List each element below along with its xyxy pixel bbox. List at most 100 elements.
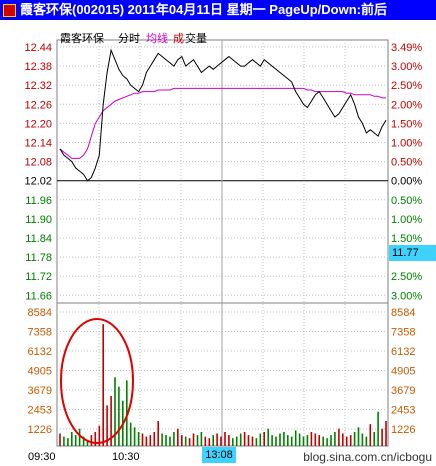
- price-tick-label: 12.26: [24, 99, 52, 111]
- title-text: 霞客环保(002015) 2011年04月11日 星期一 PageUp/Down…: [20, 2, 388, 17]
- title-bar: 霞客环保(002015) 2011年04月11日 星期一 PageUp/Down…: [0, 0, 436, 20]
- volume-bar: [173, 432, 175, 446]
- volume-bar: [342, 433, 344, 446]
- volume-bar: [63, 436, 65, 446]
- percent-tick-label: 1.50%: [391, 118, 422, 130]
- volume-bar: [310, 432, 313, 446]
- volume-bar: [298, 433, 301, 446]
- volume-tick-label-right: 7358: [391, 327, 415, 339]
- volume-bar: [263, 432, 265, 446]
- volume-bar: [255, 438, 258, 446]
- intraday-chart[interactable]: 12.44 12.38 12.32 12.26 12.20 12.14 12.08 12.02…: [0, 20, 436, 466]
- volume-bar: [357, 427, 360, 446]
- volume-bar: [322, 436, 324, 446]
- price-line: [59, 48, 387, 182]
- volume-bar: [290, 436, 293, 446]
- volume-bar: [153, 432, 156, 446]
- volume-bar: [177, 428, 179, 446]
- price-tick-label: 11.84: [25, 233, 52, 245]
- volume-bar: [86, 439, 89, 446]
- volume-tick-label-right: 4905: [391, 366, 415, 378]
- volume-bar: [239, 433, 242, 446]
- volume-tick-label-right: 2453: [391, 405, 415, 417]
- watermark: blog.sina.com.cn/icbogu: [303, 450, 432, 464]
- volume-bar: [74, 435, 77, 446]
- app-icon: [3, 4, 16, 18]
- volume-bar: [334, 432, 336, 446]
- volume-bar: [224, 432, 226, 446]
- volume-bar: [247, 435, 250, 446]
- volume-bar: [318, 435, 320, 446]
- volume-bar: [169, 436, 171, 446]
- volume-bar: [385, 421, 387, 446]
- percent-tick-label: 3.49%: [391, 42, 422, 54]
- percent-tick-label: 0.50%: [391, 195, 422, 207]
- percent-tick-label: 0.50%: [391, 157, 422, 169]
- volume-bar: [133, 427, 136, 446]
- volume-bar: [106, 405, 108, 446]
- volume-bar: [338, 428, 340, 446]
- percent-tick-label: 3.00%: [391, 61, 422, 73]
- volume-bar: [294, 430, 297, 446]
- volume-bar: [98, 425, 101, 446]
- volume-bar: [181, 435, 183, 446]
- volume-tick-label: 8584: [28, 307, 52, 319]
- volume-bar: [216, 433, 218, 446]
- volume-bar: [345, 436, 348, 446]
- time-tick-label: 10:30: [112, 451, 140, 463]
- volume-bar: [220, 436, 222, 446]
- volume-tick-label: 1226: [28, 424, 52, 436]
- cursor-time-badge: 13:08: [202, 447, 236, 463]
- volume-bar: [287, 435, 289, 446]
- volume-bar: [204, 436, 207, 446]
- volume-bar: [330, 435, 332, 446]
- price-tick-label: 11.72: [25, 271, 52, 283]
- volume-bar: [212, 435, 214, 446]
- volume-tick-label: 2453: [28, 405, 52, 417]
- volume-bar: [196, 435, 199, 446]
- volume-bar: [157, 421, 159, 446]
- price-tick-label: 11.78: [25, 252, 52, 264]
- volume-bar: [102, 324, 104, 446]
- volume-bar: [129, 422, 132, 446]
- volume-bar: [369, 424, 372, 446]
- volume-bar: [251, 436, 254, 446]
- volume-tick-label: 3679: [28, 385, 52, 397]
- volume-tick-label-right: 3679: [391, 385, 415, 397]
- volume-bar: [228, 435, 230, 446]
- volume-bar: [184, 436, 187, 446]
- volume-tick-label-right: 6132: [391, 346, 415, 358]
- volume-bar: [82, 436, 85, 446]
- price-tick-label: 12.08: [24, 157, 52, 169]
- time-tick-label: 09:30: [28, 451, 56, 463]
- price-tick-label: 12.14: [24, 138, 52, 150]
- volume-bar: [90, 435, 93, 446]
- volume-bar: [110, 396, 112, 446]
- volume-bar: [67, 438, 69, 446]
- price-tick-label: 11.90: [25, 214, 52, 226]
- legend-tab-time[interactable]: 分时: [118, 32, 140, 45]
- volume-bar: [114, 377, 116, 446]
- volume-bar: [349, 435, 352, 446]
- price-tick-label: 12.38: [24, 61, 52, 73]
- volume-tick-label: 4905: [28, 366, 52, 378]
- volume-bar: [188, 438, 191, 446]
- volume-bar: [275, 436, 277, 446]
- volume-bar: [259, 433, 262, 446]
- price-tick-label: 12.44: [24, 42, 52, 54]
- volume-bar: [149, 435, 152, 446]
- percent-tick-label: 2.50%: [391, 271, 422, 283]
- volume-bar: [141, 433, 144, 446]
- volume-bar: [381, 428, 383, 446]
- price-tick-label: 11.96: [25, 195, 52, 207]
- legend-stock-name: 霞客环保: [60, 31, 104, 45]
- volume-bar: [165, 435, 167, 446]
- volume-bar: [353, 432, 356, 446]
- volume-tick-label-right: 8584: [391, 307, 415, 319]
- volume-bar: [71, 432, 73, 446]
- volume-bar: [306, 435, 309, 446]
- legend-avg-line: 均线: [146, 31, 168, 45]
- volume-bar: [279, 433, 281, 446]
- volume-bar: [208, 438, 211, 446]
- volume-bar: [267, 428, 269, 446]
